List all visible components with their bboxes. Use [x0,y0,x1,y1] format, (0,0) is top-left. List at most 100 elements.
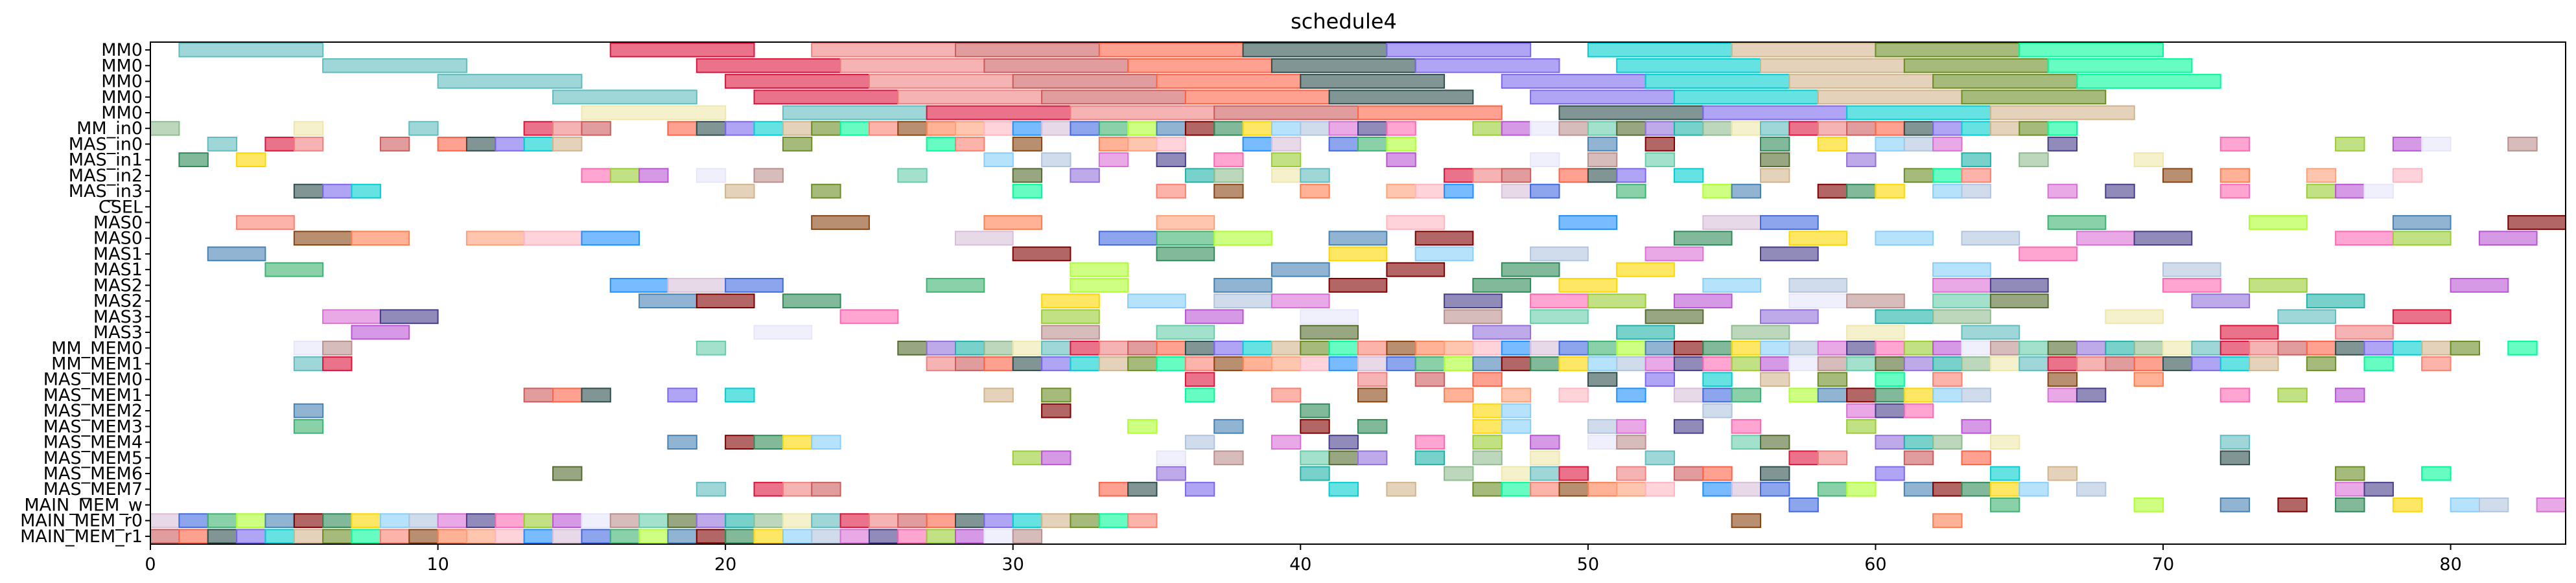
task-bar [696,513,727,529]
task-bar [523,120,554,136]
task-bar [207,529,238,544]
task-bar [1357,387,1388,403]
task-bar [1041,152,1071,167]
task-bar [1558,120,1589,136]
task-bar [1472,403,1503,418]
task-bar [1731,387,1762,403]
task-bar [1530,435,1560,450]
task-bar [753,481,784,497]
task-bar [1875,183,1905,199]
task-bar [2277,309,2337,325]
task-bar [1932,513,1963,529]
task-bar [782,435,813,450]
task-bar [1875,356,1905,371]
task-bar [1501,74,1646,89]
task-bar [1961,168,1991,183]
task-bar [2019,152,2049,167]
task-bar [1616,325,1675,340]
task-bar [1386,137,1416,152]
x-tick-label: 40 [1289,554,1311,575]
task-bar [1645,481,1676,497]
task-bar [2133,231,2193,246]
task-bar [1012,168,1043,183]
task-bar [1300,183,1330,199]
task-bar [1501,168,1532,183]
task-bar [408,120,439,136]
task-bar [2019,120,2049,136]
task-bar [1242,356,1272,371]
task-bar [1213,278,1272,293]
task-bar [2219,435,2251,450]
task-bar [1961,152,1991,167]
task-bar [1989,497,2020,512]
task-bar [1817,450,1848,466]
task-bar [293,120,324,136]
task-bar [1501,466,1532,481]
task-bar [2019,481,2049,497]
task-bar [1472,278,1532,293]
task-bar [1616,262,1675,277]
task-bar [1587,356,1618,371]
y-tick-label: MAS_MEM0 [43,370,143,390]
task-bar [1472,435,1503,450]
task-bar [1041,513,1071,529]
task-bar [1472,120,1503,136]
task-bar [1270,58,1416,73]
task-bar [236,152,266,167]
task-bar [1127,120,1158,136]
y-tick-label: MAIN_MEM_w [24,495,143,515]
task-bar [2076,356,2107,371]
task-bar [1760,120,1790,136]
task-bar [696,529,727,544]
task-bar [1300,466,1330,481]
task-bar [552,137,583,152]
task-bar [351,325,410,340]
task-bar [1300,120,1330,136]
task-bar [322,309,381,325]
task-bar [609,529,640,544]
task-bar [1817,372,1848,387]
task-bar [1616,340,1646,356]
y-tick-label: MAS3 [93,307,143,327]
task-bar [1788,387,1819,403]
task-bar [1702,215,1762,230]
task-bar [1558,168,1589,183]
task-bar [1875,137,1905,152]
task-bar [1386,152,1416,167]
y-tick-label: MAS_MEM5 [43,448,143,468]
y-tick-label: MM_MEM0 [51,338,143,358]
task-bar [897,120,928,136]
task-bar [552,120,583,136]
task-bar [926,120,956,136]
task-bar [581,231,640,246]
task-bar [1041,387,1071,403]
task-bar [1731,481,1762,497]
task-bar [322,340,353,356]
task-bar [2507,137,2538,152]
task-bar [1645,246,1704,262]
task-bar [322,513,353,529]
task-bar [1472,168,1503,183]
task-bar [1932,356,1963,371]
task-bar [1903,356,1934,371]
task-bar [1213,168,1244,183]
x-tick-label: 70 [2152,554,2174,575]
task-bar [1242,340,1272,356]
task-bar [1156,246,1215,262]
x-tick-label: 10 [427,554,449,575]
y-tick-label: MAS_in1 [69,150,143,170]
task-bar [897,89,1043,105]
task-bar [1702,183,1733,199]
task-bar [1098,356,1129,371]
task-bar [1558,105,1704,120]
task-bar [1530,183,1560,199]
task-bar [2219,450,2251,466]
task-bar [1587,137,1618,152]
task-bar [725,387,755,403]
task-bar [725,529,755,544]
task-bar [2105,340,2135,356]
task-bar [1300,168,1330,183]
task-bar [2421,340,2452,356]
task-bar [782,120,813,136]
task-bar [1127,293,1186,309]
